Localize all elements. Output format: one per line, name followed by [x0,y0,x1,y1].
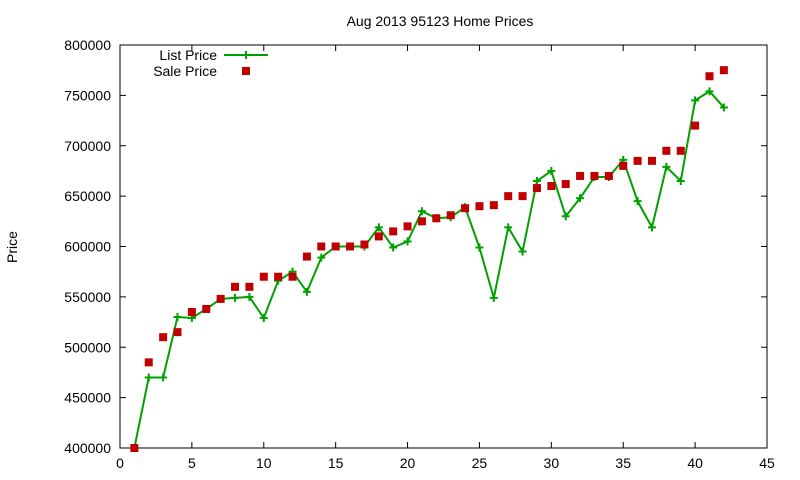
sale-price-point [389,227,398,236]
y-tick-label: 800000 [64,37,111,53]
x-tick-label: 35 [615,455,631,471]
x-tick-label: 45 [759,455,775,471]
list-price-point [561,212,570,221]
sale-price-point [331,242,340,251]
sale-price-point [719,66,728,75]
legend-square-swatch [242,67,250,75]
list-price-point [705,87,714,96]
list-price-line [133,90,725,449]
sale-price-point [576,171,585,180]
list-price-point [231,293,240,302]
list-price-point [475,243,484,252]
y-tick-label: 700000 [64,138,111,154]
sale-price-point [432,214,441,223]
sale-price-point [417,217,426,226]
sale-price-point [691,121,700,130]
sale-price-point [259,272,268,281]
list-price-point [417,207,426,216]
list-price-point [403,237,412,246]
sale-price-point [590,171,599,180]
x-tick-label: 25 [472,455,488,471]
x-tick-label: 10 [256,455,272,471]
sale-price-point [676,146,685,155]
y-tick-label: 550000 [64,289,111,305]
y-axis-label: Price [4,231,20,263]
list-price-point [576,194,585,203]
sale-price-point [202,304,211,313]
y-tick-label: 400000 [64,440,111,456]
sale-price-point [647,156,656,165]
sale-price-point [489,201,498,210]
sale-price-point [518,192,527,201]
sale-price-point [633,156,642,165]
y-tick-label: 750000 [64,87,111,103]
sale-price-point [302,252,311,261]
chart-title: Aug 2013 95123 Home Prices [347,13,534,29]
y-tick-label: 600000 [64,239,111,255]
list-price-point [662,162,671,171]
data-marks [130,66,728,452]
list-price-point [633,197,642,206]
list-price-point [647,223,656,232]
list-price-point [518,247,527,256]
sale-price-point [547,182,556,191]
axis-ticks: 0 5 10 15 20 25 30 35 40 45 400000 450000 500000 5500… [64,37,775,471]
sale-price-point [317,242,326,251]
list-price-point [489,293,498,302]
sale-price-point [662,146,671,155]
sale-price-point [446,211,455,220]
x-tick-label: 15 [328,455,344,471]
legend-label: List Price [159,47,217,63]
list-price-point [547,166,556,175]
x-tick-label: 30 [544,455,560,471]
list-price-point [159,373,168,382]
y-tick-label: 500000 [64,339,111,355]
sale-price-point [231,282,240,291]
list-price-point [719,103,728,112]
sale-price-point [245,282,254,291]
sale-price-point [532,184,541,193]
sale-price-point [360,240,369,249]
list-price-point [691,96,700,105]
sale-price-point [130,444,139,452]
x-tick-label: 20 [400,455,416,471]
sale-price-point [475,202,484,211]
sale-price-point [374,232,383,241]
list-price-point [532,177,541,186]
sale-price-point [504,192,513,201]
sale-price-point [173,328,182,337]
sale-price-point [619,161,628,170]
x-tick-label: 40 [687,455,703,471]
list-price-point [302,287,311,296]
list-price-point [144,373,153,382]
x-tick-label: 0 [116,455,124,471]
plot-frame [119,44,768,449]
sale-price-point [187,307,196,316]
legend-label: Sale Price [153,63,217,79]
sale-price-point [604,171,613,180]
x-tick-label: 5 [188,455,196,471]
list-price-point [676,177,685,186]
sale-price-point [159,333,168,342]
list-price-point [374,223,383,232]
list-price-point [245,292,254,301]
sale-price-point [288,272,297,281]
sale-price-point [461,204,470,213]
sale-price-point [403,222,412,231]
y-tick-label: 450000 [64,390,111,406]
sale-price-point [216,294,225,303]
list-price-point [389,243,398,252]
sale-price-point [144,358,153,367]
list-price-point [259,314,268,323]
sale-price-point [346,242,355,251]
list-price-point [173,313,182,322]
sale-price-point [705,72,714,81]
list-price-point [504,223,513,232]
y-tick-label: 650000 [64,188,111,204]
sale-price-point [561,180,570,189]
list-price-point [317,253,326,262]
sale-price-point [274,272,283,281]
